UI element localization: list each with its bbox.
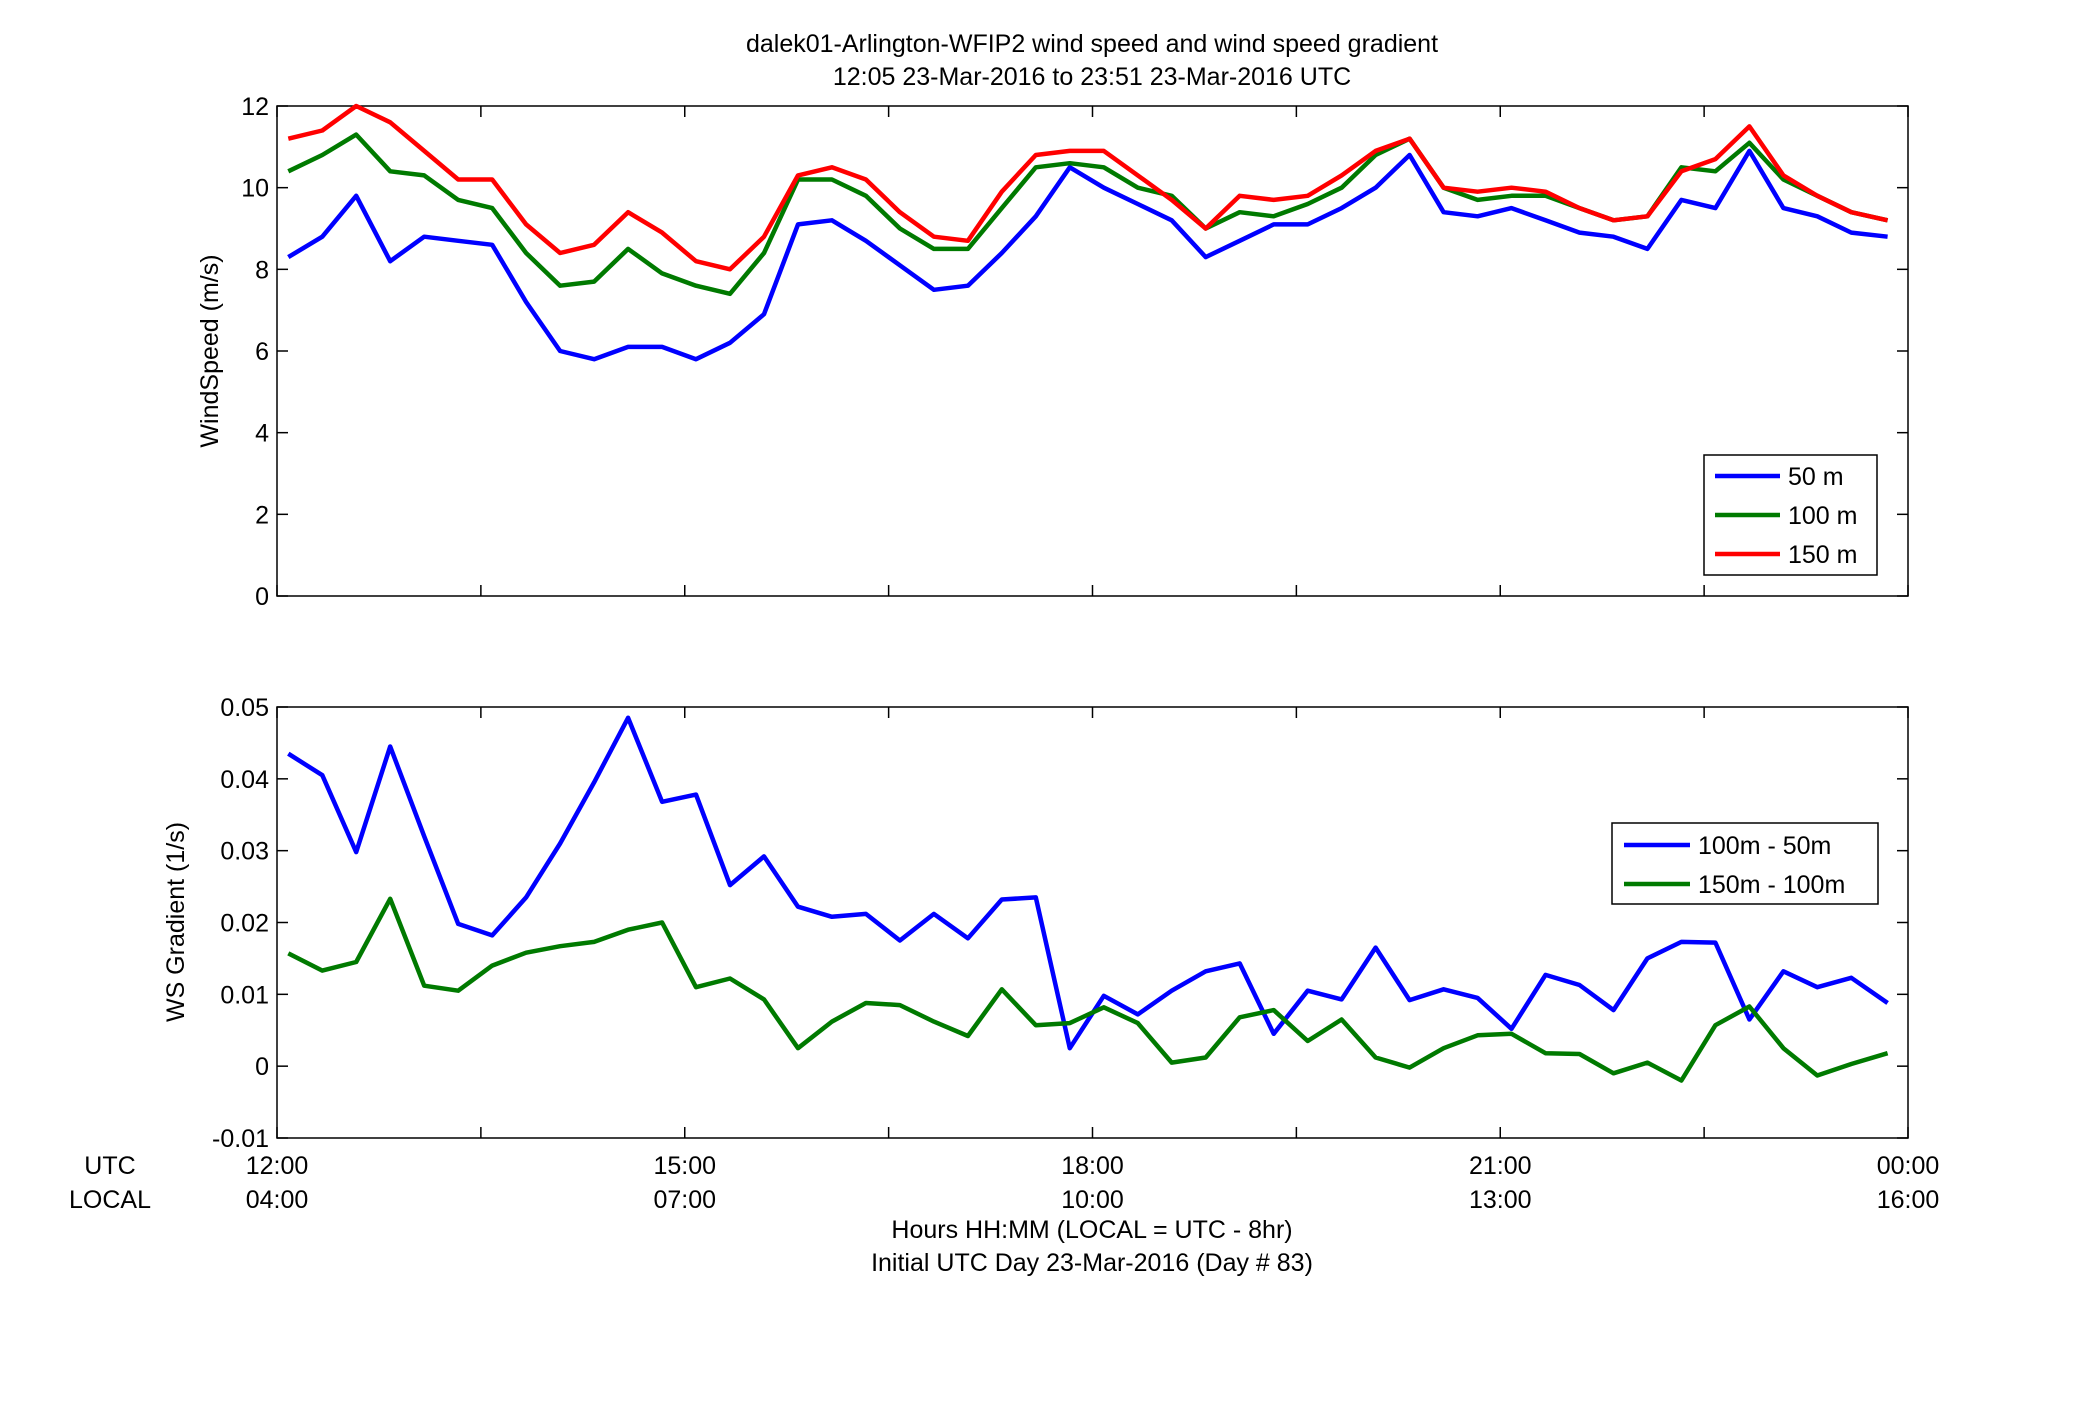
windspeed-lines [287, 103, 1889, 362]
x-tick-label-local: 10:00 [1061, 1186, 1124, 1214]
windspeed-panel: 0 2 4 6 8 10 12 WindSpeed (m/s) 50 m 100 m 150… [196, 93, 1909, 611]
windspeed-y-axis-label: WindSpeed (m/s) [196, 254, 224, 447]
windspeed-series-50-m [287, 148, 1888, 362]
x-tick-label-utc: 21:00 [1469, 1152, 1532, 1180]
legend-label-50m: 50 m [1788, 463, 1844, 491]
gradient-y-tick-label: -0.01 [212, 1125, 269, 1153]
windspeed-y-tick-label: 4 [255, 420, 269, 448]
windspeed-ticks: 0 2 4 6 8 10 12 [241, 93, 1909, 611]
gradient-legend-box [1611, 822, 1879, 905]
legend-label-100m-50m: 100m - 50m [1698, 832, 1831, 860]
legend-label-150m-100m: 150m - 100m [1698, 871, 1845, 899]
x-tick-label-local: 07:00 [653, 1186, 716, 1214]
windspeed-axes-frame [276, 105, 1909, 597]
x-tick-label-utc: 15:00 [653, 1152, 716, 1180]
x-tick-labels: 12:00 04:00 15:00 07:00 18:00 10:00 21:00 13:00… [246, 1152, 1940, 1214]
x-tick-label-local: 16:00 [1877, 1186, 1940, 1214]
windspeed-y-tick-label: 0 [255, 583, 269, 611]
windspeed-series-150-m [287, 103, 1889, 272]
windspeed-y-tick-label: 12 [241, 93, 269, 121]
x-tick-label-local: 04:00 [246, 1186, 309, 1214]
chart-title-line1: dalek01-Arlington-WFIP2 wind speed and w… [746, 30, 1438, 58]
x-tick-label-utc: 00:00 [1877, 1152, 1940, 1180]
legend-label-150m: 150 m [1788, 541, 1857, 569]
gradient-y-tick-label: 0.03 [220, 838, 269, 866]
x-tick-label-local: 13:00 [1469, 1186, 1532, 1214]
gradient-y-axis-label: WS Gradient (1/s) [162, 822, 190, 1022]
gradient-y-tick-label: 0.04 [220, 766, 269, 794]
x-tick-label-utc: 18:00 [1061, 1152, 1124, 1180]
gradient-y-tick-label: 0 [255, 1053, 269, 1081]
x-row-label-utc: UTC [84, 1152, 135, 1180]
gradient-legend: 100m - 50m 150m - 100m [1611, 822, 1879, 905]
windspeed-y-tick-label: 8 [255, 256, 269, 284]
gradient-panel: -0.01 0 0.01 0.02 0.03 0.04 0.05 WS Gradient (… [162, 694, 1909, 1153]
gradient-y-tick-label: 0.05 [220, 694, 269, 722]
gradient-series-150m-100m [287, 896, 1889, 1083]
x-axis-label-line1: Hours HH:MM (LOCAL = UTC - 8hr) [891, 1216, 1292, 1244]
gradient-y-tick-label: 0.01 [220, 981, 269, 1009]
legend-label-100m: 100 m [1788, 502, 1857, 530]
gradient-ticks: -0.01 0 0.01 0.02 0.03 0.04 0.05 [212, 694, 1909, 1153]
x-axis-label-line2: Initial UTC Day 23-Mar-2016 (Day # 83) [871, 1249, 1313, 1277]
x-row-label-local: LOCAL [69, 1186, 151, 1214]
chart-title-line2: 12:05 23-Mar-2016 to 23:51 23-Mar-2016 U… [833, 63, 1351, 91]
windspeed-y-tick-label: 2 [255, 501, 269, 529]
gradient-lines [287, 715, 1889, 1083]
windspeed-y-tick-label: 6 [255, 338, 269, 366]
gradient-series-100m-50m [287, 715, 1889, 1051]
windspeed-legend: 50 m 100 m 150 m [1703, 454, 1878, 576]
gradient-y-tick-label: 0.02 [220, 910, 269, 938]
x-tick-label-utc: 12:00 [246, 1152, 309, 1180]
windspeed-y-tick-label: 10 [241, 175, 269, 203]
